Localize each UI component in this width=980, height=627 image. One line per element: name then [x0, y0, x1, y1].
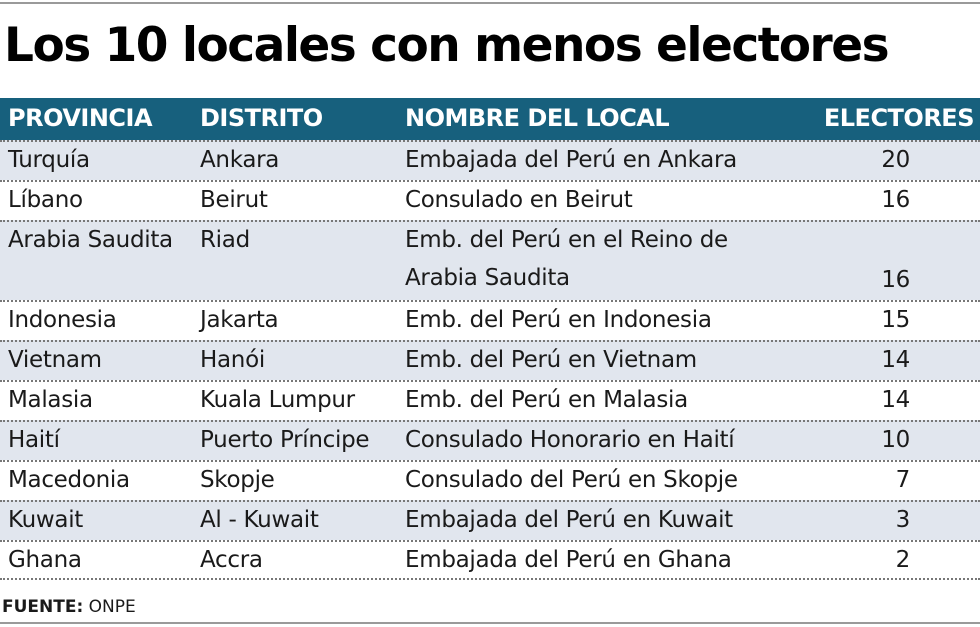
- cell-electores: 14: [881, 387, 910, 413]
- cell-local: Consulado en Beirut: [405, 187, 633, 213]
- cell-local: Emb. del Perú en Malasia: [405, 387, 688, 413]
- cell-local: Embajada del Perú en Kuwait: [405, 507, 733, 533]
- cell-distrito: Kuala Lumpur: [200, 387, 355, 413]
- cell-distrito: Ankara: [200, 147, 280, 173]
- cell-local: Embajada del Perú en Ghana: [405, 547, 732, 573]
- cell-provincia: Malasia: [8, 387, 93, 413]
- cell-local: Emb. del Perú en Indonesia: [405, 307, 712, 333]
- table-row: Arabia Saudita Riad Emb. del Perú en el Re…: [0, 220, 980, 300]
- cell-local: Consulado Honorario en Haití: [405, 427, 735, 453]
- cell-electores: 3: [895, 507, 911, 533]
- cell-provincia: Vietnam: [8, 347, 102, 373]
- cell-provincia: Haití: [8, 427, 60, 453]
- table-row: Líbano Beirut Consulado en Beirut 16: [0, 180, 980, 220]
- table-row: Indonesia Jakarta Emb. del Perú en Indones…: [0, 300, 980, 340]
- cell-electores: 10: [881, 427, 910, 453]
- cell-provincia: Ghana: [8, 547, 82, 573]
- cell-local-line-2: Arabia Saudita: [405, 265, 570, 291]
- cell-distrito: Al - Kuwait: [200, 507, 319, 533]
- cell-electores: 16: [881, 267, 910, 293]
- table-row: Macedonia Skopje Consulado del Perú en Sko…: [0, 460, 980, 500]
- cell-local: Consulado del Perú en Skopje: [405, 467, 738, 493]
- cell-distrito: Puerto Príncipe: [200, 427, 370, 453]
- cell-local: Embajada del Perú en Ankara: [405, 147, 737, 173]
- cell-distrito: Hanói: [200, 347, 265, 373]
- cell-electores: 16: [881, 187, 910, 213]
- table-row: Kuwait Al - Kuwait Embajada del Perú en Ku…: [0, 500, 980, 540]
- cell-electores: 2: [895, 547, 911, 573]
- bottom-rule: [0, 622, 980, 624]
- cell-local: Emb. del Perú en el Reino de Arabia Saudi…: [405, 227, 728, 291]
- cell-provincia: Macedonia: [8, 467, 130, 493]
- source-label: FUENTE:: [2, 597, 84, 617]
- cell-distrito: Riad: [200, 227, 250, 253]
- cell-provincia: Líbano: [8, 187, 83, 213]
- table-header: PROVINCIA DISTRITO NOMBRE DEL LOCAL ELEC…: [0, 98, 980, 140]
- table-row: Haití Puerto Príncipe Consulado Honorario …: [0, 420, 980, 460]
- cell-provincia: Kuwait: [8, 507, 84, 533]
- cell-provincia: Indonesia: [8, 307, 117, 333]
- cell-electores: 15: [881, 307, 910, 333]
- cell-electores: 7: [895, 467, 911, 493]
- cell-local-line-1: Emb. del Perú en el Reino de: [405, 227, 728, 253]
- table-row: Turquía Ankara Embajada del Perú en Ankara…: [0, 140, 980, 180]
- table-row: Ghana Accra Embajada del Perú en Ghana 2: [0, 540, 980, 580]
- cell-electores: 20: [881, 147, 910, 173]
- cell-distrito: Beirut: [200, 187, 268, 213]
- cell-provincia: Arabia Saudita: [8, 227, 173, 253]
- cell-provincia: Turquía: [8, 147, 90, 173]
- column-header-electores: ELECTORES: [823, 104, 975, 132]
- source-value: ONPE: [88, 597, 136, 617]
- table-row: Malasia Kuala Lumpur Emb. del Perú en Mala…: [0, 380, 980, 420]
- table-row: Vietnam Hanói Emb. del Perú en Vietnam 14: [0, 340, 980, 380]
- column-header-local: NOMBRE DEL LOCAL: [405, 104, 670, 132]
- cell-electores: 14: [881, 347, 910, 373]
- electores-table: PROVINCIA DISTRITO NOMBRE DEL LOCAL ELEC…: [0, 98, 980, 580]
- source-note: FUENTE: ONPE: [2, 597, 136, 617]
- page-title: Los 10 locales con menos electores: [4, 18, 890, 73]
- cell-distrito: Accra: [200, 547, 263, 573]
- cell-distrito: Jakarta: [200, 307, 279, 333]
- cell-distrito: Skopje: [200, 467, 275, 493]
- top-rule: [0, 2, 980, 4]
- column-header-distrito: DISTRITO: [200, 104, 323, 132]
- column-header-provincia: PROVINCIA: [8, 104, 153, 132]
- cell-local: Emb. del Perú en Vietnam: [405, 347, 697, 373]
